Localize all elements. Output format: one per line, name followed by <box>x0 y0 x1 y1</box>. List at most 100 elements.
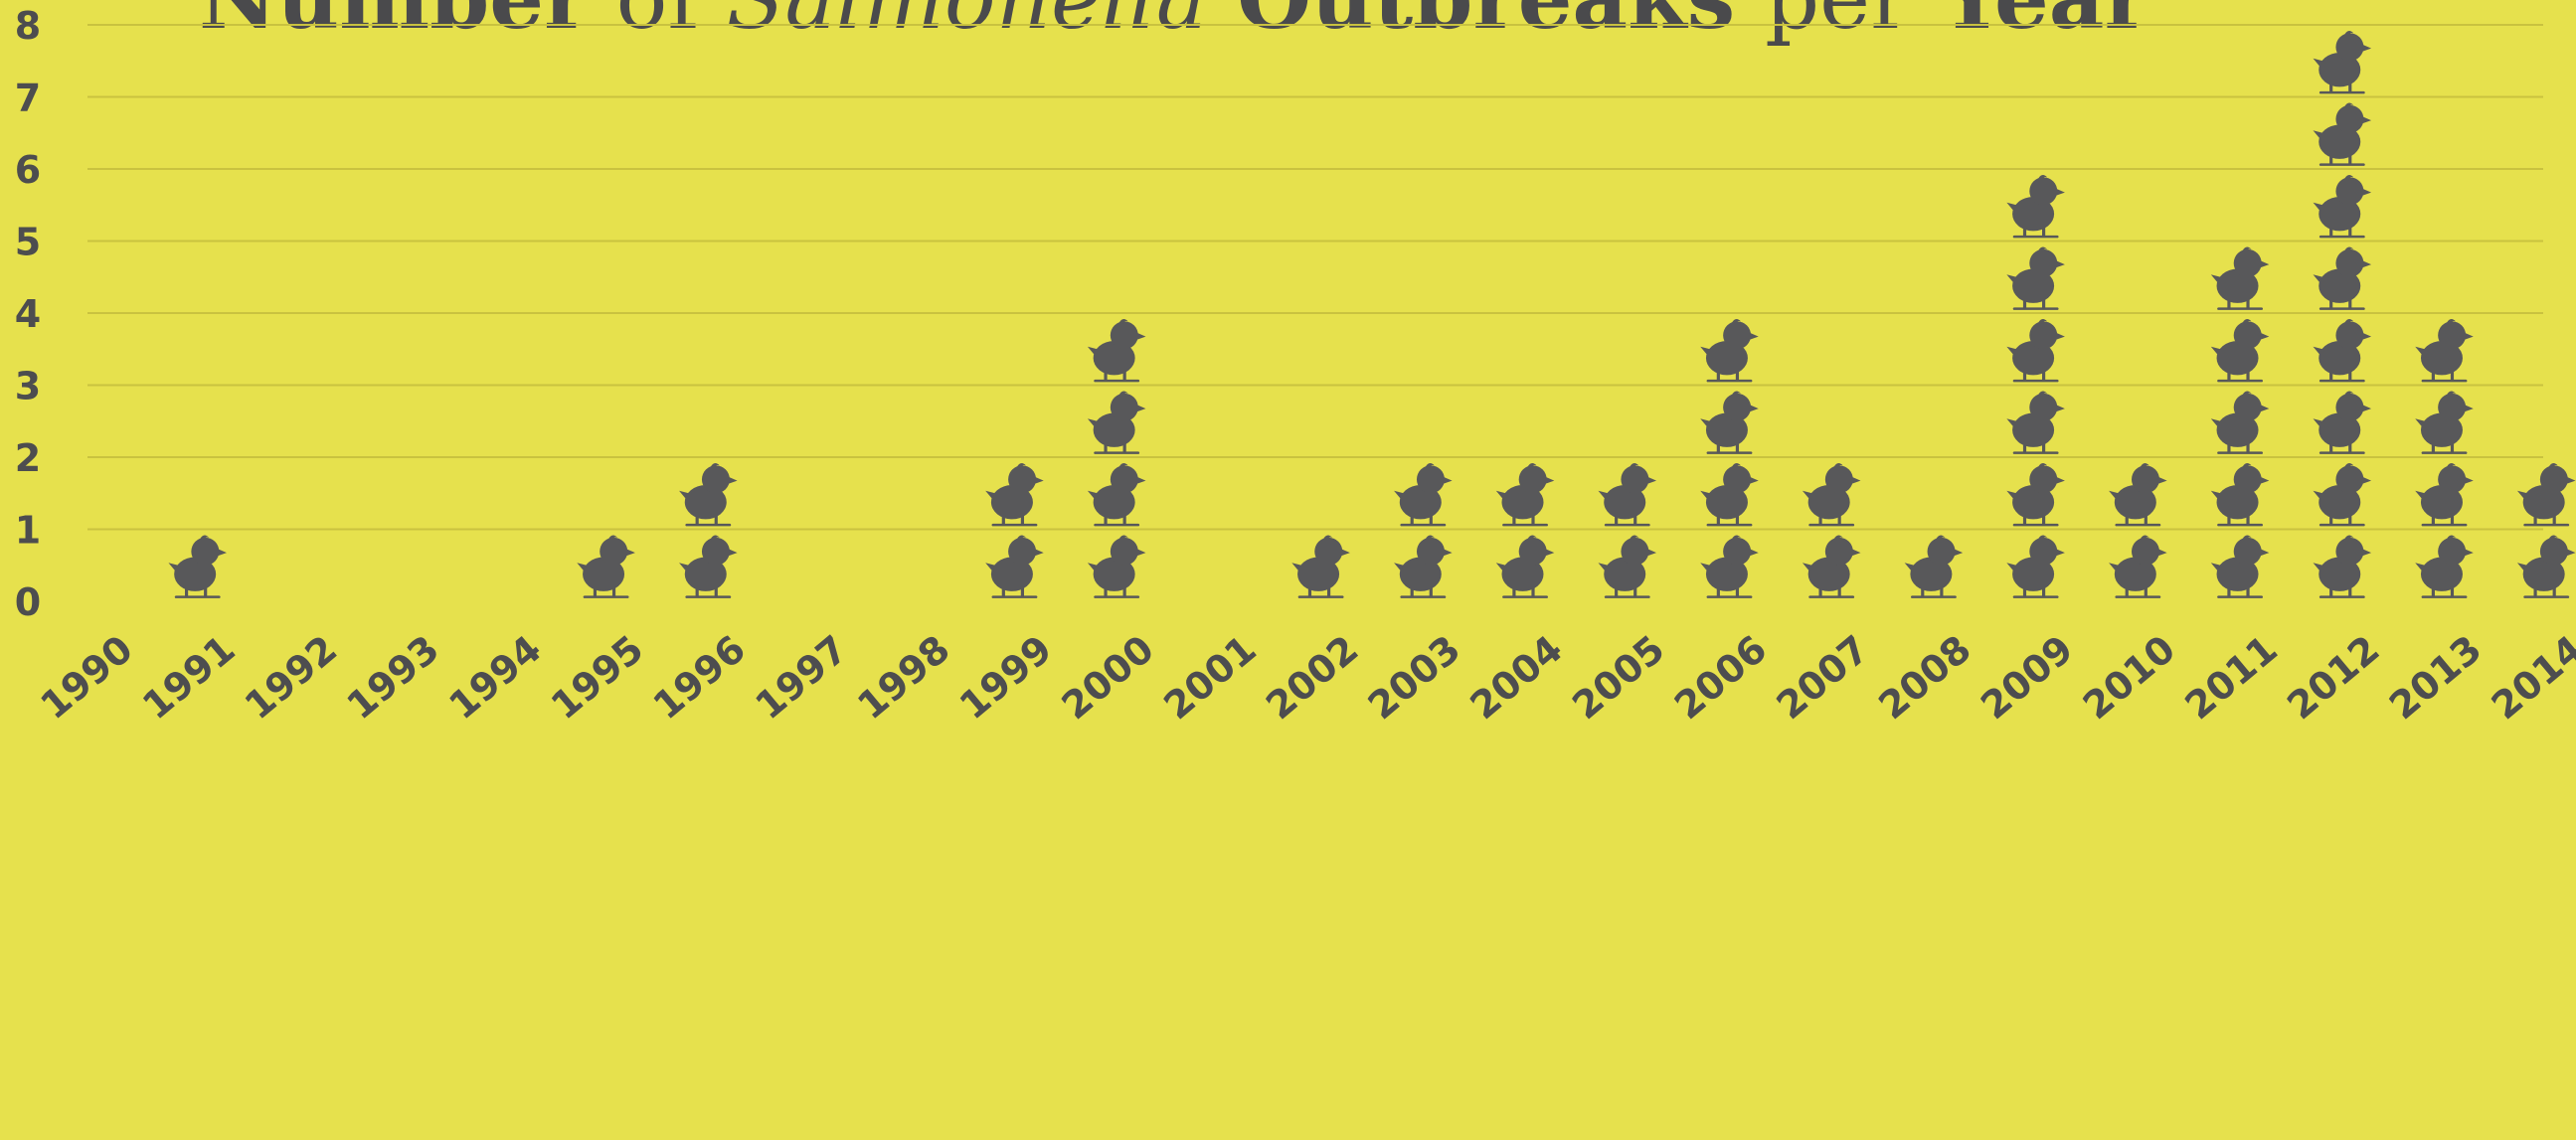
x-tick-label: 2007 <box>1769 627 1877 729</box>
chick-icon <box>2415 463 2474 527</box>
chick-icon <box>1802 463 1861 527</box>
x-tick-label: 1993 <box>339 627 447 729</box>
chick-icon <box>1291 535 1350 598</box>
bar-2008 <box>1904 535 1964 598</box>
chick-icon <box>2313 463 2372 527</box>
y-tick-label: 1 <box>15 509 41 553</box>
y-axis: 0 1 2 3 4 5 6 7 8 <box>15 4 41 624</box>
chick-icon <box>2109 463 2167 527</box>
chick-icon <box>985 463 1044 527</box>
x-tick-label: 1996 <box>645 627 754 729</box>
x-tick-label: 2010 <box>2075 627 2183 729</box>
y-tick-label: 7 <box>15 77 41 120</box>
chick-icon <box>2210 319 2270 383</box>
y-tick-label: 3 <box>15 365 41 408</box>
bar-2011 <box>2210 246 2270 598</box>
x-tick-label: 2009 <box>1973 627 2081 729</box>
y-tick-label: 8 <box>15 4 41 48</box>
chick-icon <box>2006 175 2065 239</box>
bar-2005 <box>1598 463 1657 598</box>
chick-icon <box>2415 391 2474 454</box>
chick-icon <box>2210 391 2270 454</box>
chick-icon <box>1495 463 1555 527</box>
chick-icon <box>985 535 1044 598</box>
x-tick-label: 2008 <box>1870 627 1978 729</box>
x-tick-label: 2004 <box>1462 627 1571 729</box>
bar-2007 <box>1802 463 1861 598</box>
chick-icon <box>1700 463 1759 527</box>
y-tick-label: 5 <box>15 221 41 264</box>
chick-icon <box>1087 391 1146 454</box>
bar-2006 <box>1700 319 1759 598</box>
x-tick-label: 2002 <box>1258 627 1366 729</box>
chick-icon <box>1394 535 1453 598</box>
chick-icon <box>2210 246 2270 310</box>
x-tick-label: 2006 <box>1666 627 1775 729</box>
bar-1996 <box>679 463 738 598</box>
chick-icon <box>2006 535 2065 598</box>
chick-icon <box>2210 535 2270 598</box>
chick-icon <box>2210 463 2270 527</box>
bar-2004 <box>1495 463 1555 598</box>
x-tick-label: 2003 <box>1360 627 1468 729</box>
chick-icon <box>1598 463 1657 527</box>
chick-icon <box>1087 319 1146 383</box>
chick-icon <box>1495 535 1555 598</box>
chick-icon <box>2415 319 2474 383</box>
chick-icon <box>2313 175 2372 239</box>
x-tick-label: 1992 <box>237 627 345 729</box>
chick-icon <box>1802 535 1861 598</box>
chick-icon <box>679 463 738 527</box>
y-tick-label: 2 <box>15 436 41 480</box>
chick-icon <box>2006 246 2065 310</box>
x-tick-label: 1999 <box>951 627 1060 729</box>
x-tick-label: 2013 <box>2381 627 2490 729</box>
x-tick-label: 2012 <box>2279 627 2387 729</box>
chick-icon <box>2313 391 2372 454</box>
bar-2014 <box>2516 463 2576 598</box>
x-tick-label: 1990 <box>32 627 140 729</box>
x-tick-label: 2011 <box>2177 627 2286 729</box>
chick-icon <box>2006 391 2065 454</box>
x-tick-label: 2005 <box>1564 627 1672 729</box>
bars <box>168 31 2576 598</box>
chick-icon <box>679 535 738 598</box>
chick-icon <box>1087 463 1146 527</box>
chick-icon <box>2415 535 2474 598</box>
chick-icon <box>577 535 635 598</box>
bar-2000 <box>1087 319 1146 598</box>
chick-icon <box>2006 463 2065 527</box>
bar-2003 <box>1394 463 1453 598</box>
y-tick-label: 0 <box>15 580 41 624</box>
chick-icon <box>1700 391 1759 454</box>
x-tick-label: 1994 <box>440 627 549 729</box>
chick-icon <box>2516 463 2576 527</box>
x-tick-label: 1998 <box>849 627 957 729</box>
bar-2010 <box>2109 463 2167 598</box>
x-tick-label: 1995 <box>543 627 651 729</box>
x-tick-label: 1991 <box>134 627 243 729</box>
chick-icon <box>1700 535 1759 598</box>
bar-2013 <box>2415 319 2474 598</box>
chick-icon <box>2006 319 2065 383</box>
y-tick-label: 6 <box>15 148 41 192</box>
chick-icon <box>2313 246 2372 310</box>
chick-icon <box>1598 535 1657 598</box>
x-axis: 1990199119921993199419951996199719981999… <box>32 627 2576 729</box>
chick-icon <box>168 535 227 598</box>
bar-1995 <box>577 535 635 598</box>
chick-icon <box>2516 535 2576 598</box>
x-tick-label: 2014 <box>2484 627 2576 729</box>
bar-1991 <box>168 535 227 598</box>
chick-icon <box>2313 319 2372 383</box>
chick-icon <box>2313 31 2372 94</box>
bar-2009 <box>2006 175 2065 598</box>
chick-icon <box>1904 535 1964 598</box>
bar-1999 <box>985 463 1044 598</box>
bar-2012 <box>2313 31 2372 598</box>
chick-icon <box>2313 535 2372 598</box>
chick-icon <box>2109 535 2167 598</box>
y-tick-label: 4 <box>15 292 41 336</box>
